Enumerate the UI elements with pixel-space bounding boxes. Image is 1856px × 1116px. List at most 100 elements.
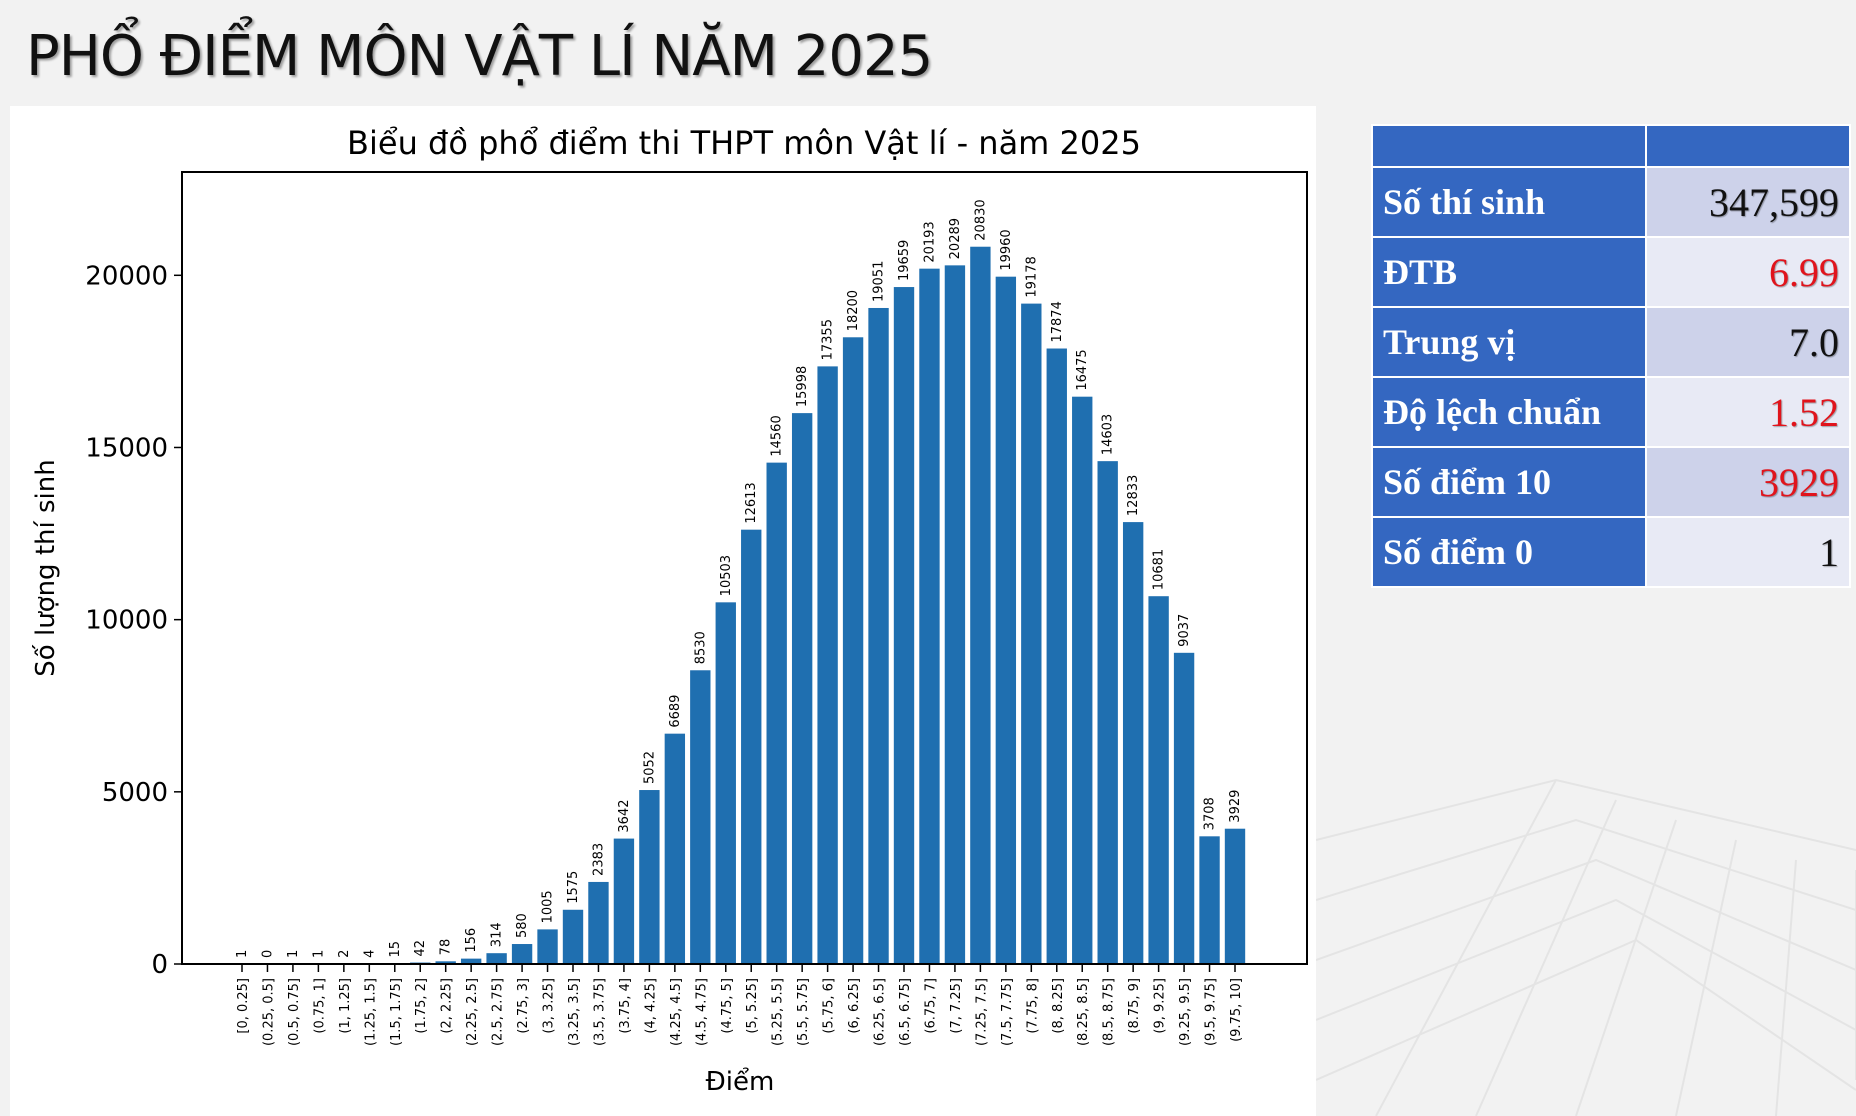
bar-value-label: 2383 [591, 843, 606, 876]
x-tick-label: (3.75, 4] [618, 978, 633, 1034]
bar-value-label: 14603 [1101, 414, 1116, 455]
histogram-bar [919, 268, 940, 964]
x-tick-label: [0, 0.25] [236, 978, 251, 1034]
x-tick-label: (1, 1.25] [338, 978, 353, 1034]
x-tick-label: (4, 4.25] [643, 978, 658, 1034]
stat-label: Trung vị [1371, 306, 1647, 378]
bar-value-label: 1005 [541, 890, 556, 923]
bar-value-label: 10681 [1152, 549, 1167, 590]
table-header-cell [1645, 124, 1851, 168]
bar-value-label: 1 [311, 950, 326, 958]
x-axis-label: Điểm [706, 1066, 775, 1097]
stat-label: Số điểm 10 [1371, 446, 1647, 518]
x-tick-label: (9.25, 9.5] [1178, 978, 1193, 1046]
bar-value-label: 12613 [744, 482, 759, 523]
x-tick-label: (1.5, 1.75] [389, 978, 404, 1046]
bar-value-label: 19051 [872, 261, 887, 302]
histogram-bar [995, 276, 1017, 964]
x-tick-label: (1.25, 1.5] [363, 978, 378, 1046]
x-tick-label: (6, 6.25] [847, 978, 862, 1034]
histogram-bar [715, 602, 736, 964]
histogram-bar [1072, 396, 1093, 964]
histogram-bar [1122, 522, 1144, 964]
x-tick-label: (4.75, 5] [720, 978, 735, 1034]
slide-title: PHỔ ĐIỂM MÔN VẬT LÍ NĂM 2025 [26, 24, 933, 89]
x-tick-label: (5.25, 5.5] [771, 978, 786, 1046]
bar-value-label: 12833 [1126, 475, 1141, 516]
x-tick-label: (4.5, 4.75] [694, 978, 709, 1046]
histogram-bar [588, 881, 609, 964]
histogram-bar [1097, 461, 1118, 964]
bar-value-label: 156 [464, 928, 479, 953]
y-axis-label: Số lượng thí sinh [31, 459, 61, 676]
bar-value-label: 20830 [973, 199, 988, 240]
table-row-so-diem-0: Số điểm 0 1 [1371, 516, 1851, 588]
x-tick-label: (2, 2.25] [440, 978, 455, 1034]
bar-value-label: 78 [439, 939, 454, 956]
bar-value-label: 1575 [566, 871, 581, 904]
bar-value-label: 19960 [999, 229, 1014, 270]
bar-value-label: 3642 [617, 799, 632, 832]
x-tick-label: (7.5, 7.75] [1000, 978, 1015, 1046]
y-tick-label: 10000 [85, 606, 168, 636]
bar-value-label: 19659 [897, 240, 912, 281]
histogram-bar [1173, 652, 1195, 964]
x-tick-label: (3.5, 3.75] [592, 978, 607, 1046]
stat-label: Số thí sinh [1371, 166, 1647, 238]
background-grid-decoration [1316, 778, 1856, 1116]
histogram-bar [486, 953, 507, 964]
x-tick-label: (4.25, 4.5] [669, 978, 684, 1046]
x-tick-label: (6.75, 7] [923, 978, 938, 1034]
x-tick-label: (8.75, 9] [1127, 978, 1142, 1034]
histogram-bar [1021, 303, 1042, 964]
histogram-bar [1199, 836, 1220, 964]
histogram-bar [741, 529, 762, 964]
stat-value: 3929 [1645, 446, 1851, 518]
x-tick-label: (1.75, 2] [414, 978, 429, 1034]
histogram-bar [970, 246, 991, 964]
chart-title: Biểu đồ phổ điểm thi THPT môn Vật lí - n… [347, 124, 1141, 162]
bar-value-label: 2 [337, 950, 352, 958]
histogram-bar [1046, 348, 1067, 964]
stat-label: Độ lệch chuẩn [1371, 376, 1647, 448]
bar-value-label: 8530 [693, 631, 708, 664]
histogram-bar [664, 733, 686, 964]
histogram-bar [460, 958, 482, 964]
histogram-bar [1148, 596, 1169, 964]
histogram-bar [511, 944, 533, 964]
bar-value-label: 9037 [1177, 614, 1192, 647]
bar-value-label: 1 [235, 950, 250, 958]
bar-value-label: 20289 [948, 218, 963, 259]
histogram-bar [562, 909, 584, 964]
stat-value: 1.52 [1645, 376, 1851, 448]
x-tick-label: (7, 7.25] [949, 978, 964, 1034]
x-tick-label: (0.75, 1] [312, 978, 327, 1034]
x-tick-label: (8.5, 8.75] [1102, 978, 1117, 1046]
bar-value-label: 19178 [1024, 256, 1039, 297]
table-header-row [1371, 124, 1851, 168]
y-tick-label: 20000 [85, 261, 168, 291]
histogram-bar [893, 287, 915, 964]
x-tick-label: (0.25, 0.5] [261, 978, 276, 1046]
bar-value-label: 1 [286, 950, 301, 958]
x-tick-label: (7.75, 8] [1025, 978, 1040, 1034]
x-tick-label: (0.5, 0.75] [287, 978, 302, 1046]
histogram-bar [766, 462, 787, 964]
histogram-bar [817, 366, 838, 964]
histogram-bar [944, 265, 966, 965]
statistics-table: Số thí sinh 347,599 ĐTB 6.99 Trung vị 7.… [1371, 124, 1851, 588]
bar-value-label: 0 [260, 950, 275, 958]
histogram-bar [537, 929, 558, 964]
bar-value-label: 314 [490, 922, 505, 947]
bar-value-label: 20193 [922, 221, 937, 262]
x-tick-label: (5, 5.25] [745, 978, 760, 1034]
histogram-bar [1224, 828, 1246, 964]
histogram-chart: Biểu đồ phổ điểm thi THPT môn Vật lí - n… [31, 124, 1308, 1097]
bar-value-label: 14560 [770, 415, 785, 456]
stat-label: ĐTB [1371, 236, 1647, 308]
x-tick-label: (2.75, 3] [516, 978, 531, 1034]
x-tick-label: (2.5, 2.75] [491, 978, 506, 1046]
x-tick-label: (8.25, 8.5] [1076, 978, 1091, 1046]
stat-value: 1 [1645, 516, 1851, 588]
histogram-bar [613, 838, 635, 964]
